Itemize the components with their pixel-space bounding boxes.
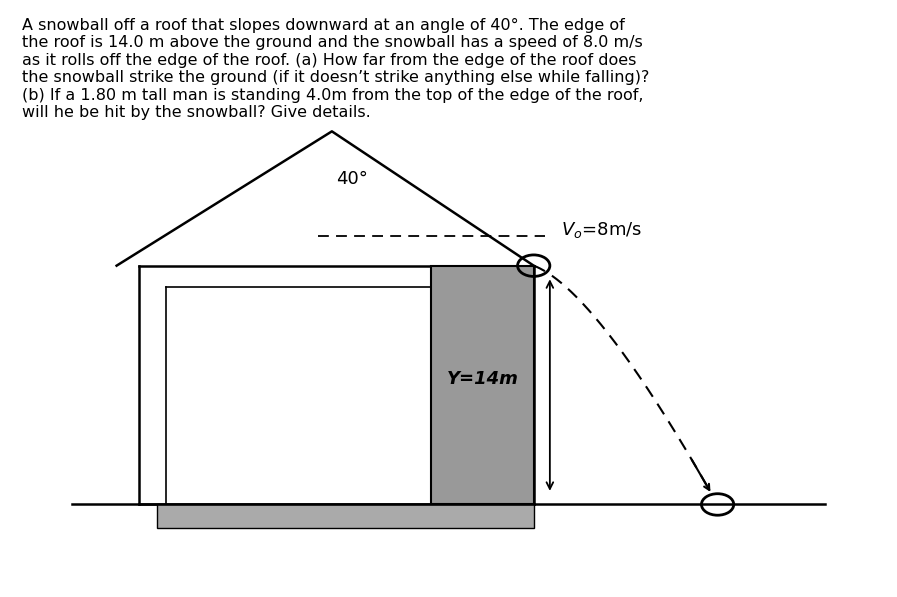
Bar [157, 504, 534, 528]
Text: 40°: 40° [336, 170, 369, 188]
Text: Y=14m: Y=14m [447, 370, 518, 388]
Bar [431, 266, 534, 504]
Text: $V_o$=8m/s: $V_o$=8m/s [561, 220, 641, 240]
Text: A snowball off a roof that slopes downward at an angle of 40°. The edge of
the r: A snowball off a roof that slopes downwa… [22, 18, 649, 120]
